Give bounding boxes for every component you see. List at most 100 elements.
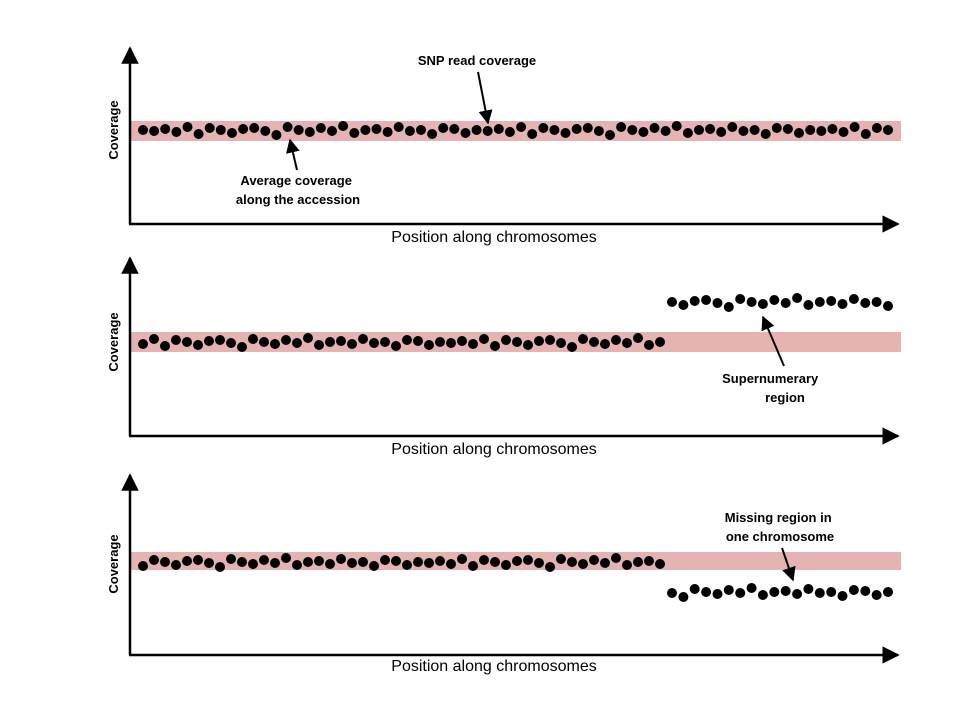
average-coverage-arrow — [286, 138, 300, 171]
snp-dot — [600, 339, 610, 349]
snp-read-coverage-label: SNP read coverage — [418, 53, 536, 68]
snp-dot — [369, 561, 379, 571]
snp-dot — [644, 556, 654, 566]
snp-dot — [567, 342, 577, 352]
snp-dot — [803, 584, 814, 594]
snp-dots — [138, 121, 893, 140]
snp-dot — [769, 295, 780, 305]
snp-dot — [468, 339, 478, 349]
snp-dot — [204, 558, 214, 568]
snp-dot — [638, 127, 649, 137]
snp-dot — [413, 336, 423, 346]
snp-dot — [712, 298, 723, 308]
snp-dot — [160, 341, 170, 351]
y-axis-label: Coverage — [106, 100, 121, 159]
snp-dot — [578, 334, 588, 344]
snp-dot — [545, 335, 555, 345]
snp-dot — [712, 589, 723, 599]
snp-dot — [149, 126, 160, 136]
snp-dot — [479, 555, 489, 565]
snp-dot — [627, 125, 638, 135]
snp-dot — [435, 337, 445, 347]
snp-dot — [435, 556, 445, 566]
snp-dot — [571, 124, 582, 134]
x-axis-label: Position along chromosomes — [391, 229, 596, 246]
snp-read-coverage-arrow — [477, 71, 493, 125]
snp-dot — [237, 557, 247, 567]
snp-dot — [701, 295, 712, 305]
snp-dot — [171, 560, 181, 570]
snp-dot — [193, 555, 203, 565]
snp-dot — [678, 300, 689, 310]
snp-dot — [794, 128, 804, 138]
snp-dot — [358, 334, 368, 344]
y-axis-label: Coverage — [106, 534, 121, 593]
supernumerary-region-label: Supernumerary region — [722, 371, 822, 405]
snp-dot — [816, 126, 827, 136]
snp-dot — [701, 587, 712, 597]
snp-dot — [402, 560, 412, 570]
snp-dot — [424, 558, 434, 568]
snp-dot — [589, 337, 599, 347]
snp-dot — [424, 340, 434, 350]
snp-dot — [671, 121, 682, 131]
snp-dot — [757, 299, 768, 309]
snp-dot — [860, 586, 871, 596]
snp-dot — [416, 125, 426, 135]
snp-dot — [689, 296, 700, 306]
snp-dot — [622, 560, 632, 570]
x-axis-label: Position along chromosomes — [391, 658, 596, 675]
snp-dot — [611, 335, 621, 345]
snp-dot — [682, 128, 693, 138]
snp-dot — [803, 300, 814, 310]
snp-dot — [382, 127, 393, 137]
snp-dot — [204, 123, 215, 133]
snp-dot — [249, 123, 260, 133]
snp-dot — [871, 297, 882, 307]
snp-dot — [655, 337, 665, 347]
supernumerary-region-arrow — [761, 315, 785, 367]
snp-dot — [138, 125, 148, 135]
snp-dot — [746, 583, 757, 593]
snp-dot — [260, 126, 271, 136]
snp-dot — [667, 297, 677, 307]
snp-dot — [771, 123, 782, 133]
snp-dot — [227, 128, 237, 138]
snp-dot — [560, 128, 571, 138]
snp-dot — [193, 129, 204, 139]
snp-dot — [226, 554, 236, 564]
snp-dot — [215, 562, 225, 572]
snp-dot — [327, 126, 337, 136]
snp-dot — [259, 555, 269, 565]
missing-region-label: Missing region in one chromosome — [725, 510, 836, 544]
snp-dot — [667, 588, 677, 598]
snp-dot — [292, 560, 302, 570]
snp-dot — [512, 556, 522, 566]
snp-dot — [716, 127, 727, 137]
snp-dot — [349, 128, 360, 138]
snp-dot — [849, 122, 860, 132]
snp-dot — [358, 557, 368, 567]
snp-dot — [171, 127, 182, 137]
snp-dot — [315, 123, 326, 133]
snp-dot — [622, 338, 632, 348]
snp-dot — [545, 562, 555, 572]
snp-dot — [304, 127, 315, 137]
snp-dot — [149, 334, 159, 344]
snp-dot — [259, 337, 269, 347]
snp-dot — [593, 126, 604, 136]
snp-dot — [238, 124, 249, 134]
snp-dot — [468, 561, 478, 571]
snp-dot — [738, 126, 749, 136]
snp-dot — [336, 336, 346, 346]
missing-region-arrow — [781, 547, 796, 582]
snp-dot — [723, 302, 734, 312]
snp-dot — [534, 336, 544, 346]
snp-dot — [438, 123, 449, 133]
snp-dot — [805, 125, 816, 135]
snp-dot — [883, 587, 893, 597]
snp-dot — [193, 340, 203, 350]
snp-dot — [660, 126, 671, 136]
snp-dot — [482, 126, 493, 136]
